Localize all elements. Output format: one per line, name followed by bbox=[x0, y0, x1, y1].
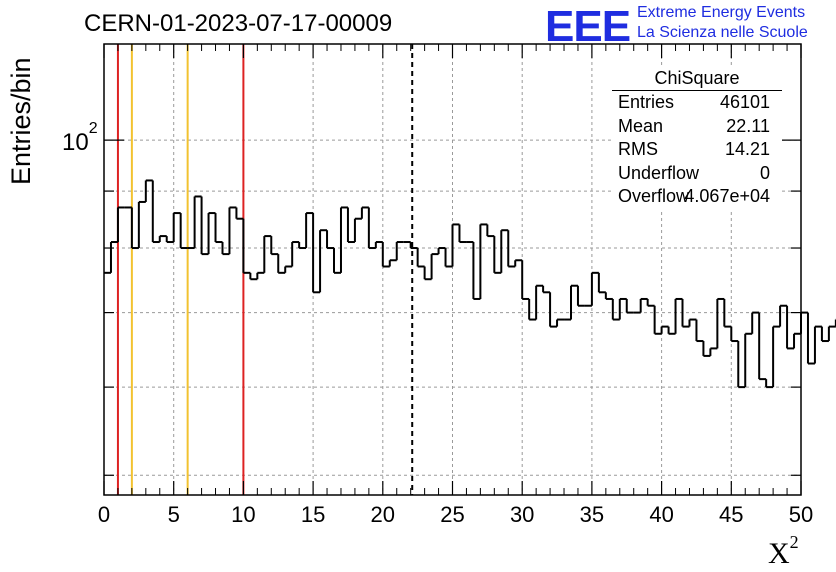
stats-value: 4.067e+04 bbox=[684, 186, 770, 206]
stats-value: 46101 bbox=[719, 92, 770, 112]
x-tick-label: 25 bbox=[440, 502, 465, 527]
axis-ticks bbox=[103, 44, 802, 495]
x-tick-label: 5 bbox=[167, 502, 180, 527]
reference-lines bbox=[116, 44, 414, 495]
x-tick-label: 40 bbox=[649, 502, 674, 527]
stats-row-mean: Mean 22.11 bbox=[612, 115, 782, 139]
x-axis-label-base: X bbox=[768, 537, 790, 570]
y-tick-label: 102 bbox=[62, 120, 98, 157]
stats-row-underflow: Underflow 0 bbox=[612, 162, 782, 186]
stats-key: Entries bbox=[618, 92, 675, 112]
stats-title: ChiSquare bbox=[612, 66, 782, 91]
x-axis-label: X2 bbox=[768, 532, 799, 571]
logo-line-2: La Scienza nelle Scuole bbox=[637, 24, 808, 41]
stats-value: 22.11 bbox=[726, 115, 770, 136]
stats-key: Overflow bbox=[618, 186, 690, 206]
stats-value: 14.21 bbox=[724, 139, 770, 159]
stats-key: Underflow bbox=[618, 162, 700, 183]
x-tick-label: 35 bbox=[579, 502, 605, 527]
x-tick-label: 50 bbox=[788, 502, 814, 527]
x-tick-label: 10 bbox=[231, 502, 256, 527]
x-axis-label-exponent: 2 bbox=[789, 532, 799, 552]
logo-line-1: Extreme Energy Events bbox=[637, 4, 806, 21]
stats-row-rms: RMS 14.21 bbox=[612, 138, 782, 162]
y-axis-label: Entries/bin bbox=[6, 57, 36, 185]
stats-box: ChiSquare Entries 46101 Mean 22.11 RMS 1… bbox=[612, 66, 782, 209]
stats-row-entries: Entries 46101 bbox=[612, 91, 782, 115]
stats-key: RMS bbox=[618, 139, 658, 159]
stats-row-overflow: Overflow 4.067e+04 bbox=[612, 185, 782, 209]
x-tick-label: 20 bbox=[370, 502, 396, 527]
x-tick-label: 15 bbox=[300, 502, 326, 527]
y-tick-base: 10 bbox=[62, 129, 89, 156]
stats-key: Mean bbox=[618, 115, 664, 136]
y-tick-exponent: 2 bbox=[88, 120, 98, 137]
x-tick-label: 30 bbox=[509, 502, 535, 527]
x-tick-label: 0 bbox=[97, 502, 111, 527]
chart-title: CERN-01-2023-07-17-00009 bbox=[84, 10, 393, 37]
eee-logo: EEE bbox=[545, 2, 631, 51]
histogram-bars bbox=[104, 179, 836, 389]
stats-value: 0 bbox=[759, 162, 770, 183]
x-tick-label: 45 bbox=[719, 502, 744, 527]
